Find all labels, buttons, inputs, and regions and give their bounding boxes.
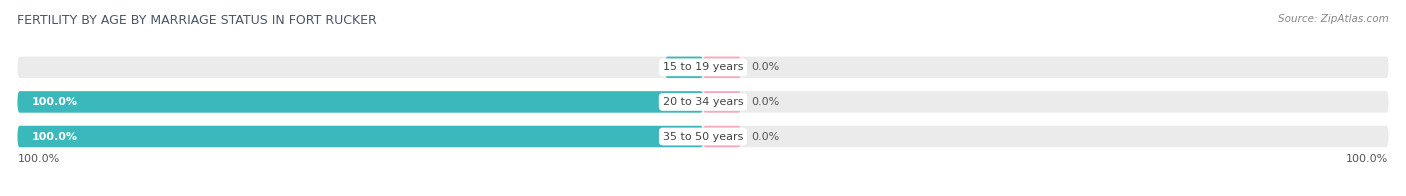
Text: 20 to 34 years: 20 to 34 years	[662, 97, 744, 107]
Text: 0.0%: 0.0%	[751, 97, 779, 107]
Text: 100.0%: 100.0%	[17, 154, 59, 164]
FancyBboxPatch shape	[703, 57, 741, 78]
FancyBboxPatch shape	[17, 91, 703, 113]
Text: FERTILITY BY AGE BY MARRIAGE STATUS IN FORT RUCKER: FERTILITY BY AGE BY MARRIAGE STATUS IN F…	[17, 14, 377, 27]
FancyBboxPatch shape	[17, 126, 1389, 147]
Text: 0.0%: 0.0%	[751, 132, 779, 142]
FancyBboxPatch shape	[17, 126, 703, 147]
Text: 0.0%: 0.0%	[661, 62, 689, 72]
Text: 35 to 50 years: 35 to 50 years	[662, 132, 744, 142]
FancyBboxPatch shape	[703, 91, 741, 113]
FancyBboxPatch shape	[665, 57, 703, 78]
Text: 15 to 19 years: 15 to 19 years	[662, 62, 744, 72]
FancyBboxPatch shape	[17, 57, 1389, 78]
FancyBboxPatch shape	[703, 126, 741, 147]
Text: 100.0%: 100.0%	[31, 132, 77, 142]
Text: 0.0%: 0.0%	[751, 62, 779, 72]
Text: 100.0%: 100.0%	[31, 97, 77, 107]
FancyBboxPatch shape	[17, 91, 1389, 113]
Text: Source: ZipAtlas.com: Source: ZipAtlas.com	[1278, 14, 1389, 24]
Text: 100.0%: 100.0%	[1347, 154, 1389, 164]
